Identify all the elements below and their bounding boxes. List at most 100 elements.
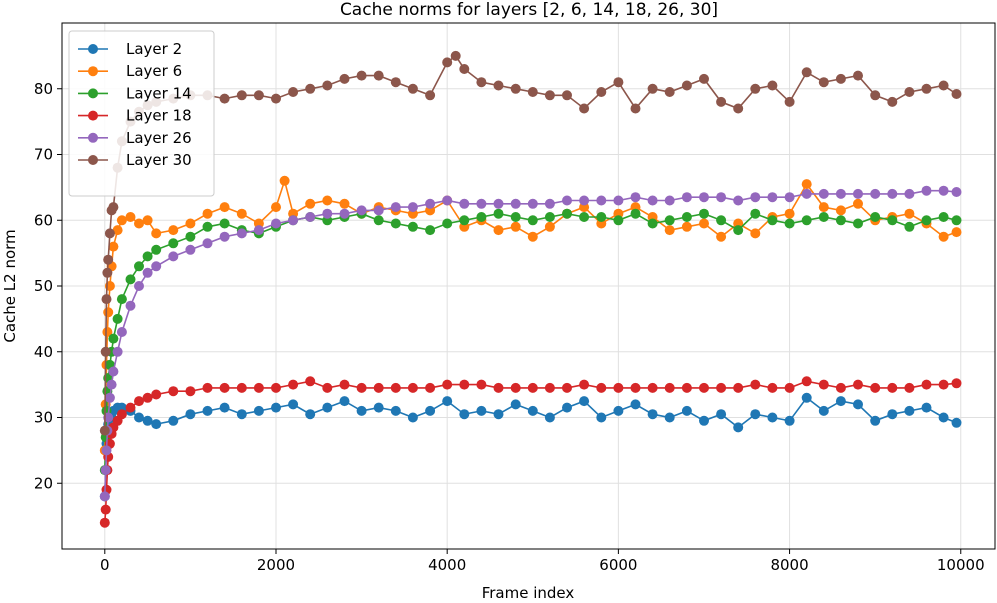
data-point-layer-18: [305, 376, 316, 387]
data-point-layer-6: [681, 221, 692, 232]
series-layer-18: [99, 376, 962, 528]
data-point-layer-2: [938, 412, 949, 423]
data-point-layer-18: [801, 376, 812, 387]
legend-label: Layer 2: [126, 40, 182, 58]
data-point-layer-6: [544, 221, 555, 232]
data-point-layer-30: [921, 83, 932, 94]
data-point-layer-18: [373, 382, 384, 393]
data-point-layer-26: [853, 188, 863, 199]
data-point-layer-26: [108, 366, 119, 377]
legend-item-layer-6: Layer 6: [78, 62, 182, 80]
data-point-layer-26: [425, 198, 436, 209]
data-point-layer-2: [356, 405, 367, 416]
data-point-layer-30: [104, 228, 115, 239]
data-point-layer-26: [236, 228, 247, 239]
data-point-layer-30: [527, 87, 538, 97]
data-point-layer-2: [921, 402, 932, 413]
data-point-layer-14: [887, 215, 898, 226]
data-point-layer-6: [279, 175, 290, 186]
data-point-layer-30: [579, 103, 590, 114]
data-point-layer-30: [102, 267, 113, 278]
data-point-layer-2: [271, 402, 281, 413]
legend-item-layer-30: Layer 30: [78, 151, 192, 169]
data-point-layer-6: [938, 231, 949, 242]
data-point-layer-26: [716, 192, 727, 203]
data-point-layer-18: [322, 382, 333, 393]
data-point-layer-26: [544, 198, 555, 209]
data-point-layer-14: [784, 218, 795, 229]
data-point-layer-18: [544, 382, 555, 393]
data-point-layer-18: [887, 382, 898, 393]
data-point-layer-2: [750, 409, 761, 420]
y-tick-label: 70: [34, 146, 53, 164]
data-point-layer-26: [818, 188, 829, 199]
data-point-layer-14: [938, 212, 949, 222]
data-point-layer-26: [106, 379, 117, 390]
data-point-layer-30: [801, 67, 812, 78]
data-point-layer-6: [219, 202, 230, 213]
data-point-layer-26: [125, 300, 136, 311]
data-point-layer-14: [510, 212, 521, 222]
data-point-layer-2: [151, 419, 162, 430]
data-point-layer-6: [322, 195, 333, 206]
data-point-layer-2: [716, 409, 727, 420]
data-point-layer-18: [116, 409, 127, 420]
data-point-layer-6: [951, 227, 962, 238]
data-point-layer-30: [390, 77, 401, 88]
data-point-layer-30: [870, 90, 881, 101]
data-point-layer-14: [750, 208, 761, 219]
data-point-layer-2: [801, 392, 812, 403]
data-point-layer-14: [168, 238, 179, 249]
legend-marker: [88, 155, 98, 165]
data-point-layer-30: [951, 89, 962, 99]
data-point-layer-6: [784, 208, 795, 219]
data-point-layer-18: [459, 379, 470, 390]
data-point-layer-30: [544, 90, 555, 101]
legend-box: [68, 30, 215, 197]
data-point-layer-6: [305, 198, 316, 209]
data-point-layer-14: [904, 221, 915, 232]
data-point-layer-2: [562, 402, 572, 413]
data-point-layer-26: [938, 185, 949, 196]
data-point-layer-2: [493, 409, 504, 420]
data-point-layer-26: [390, 202, 401, 213]
data-point-layer-18: [339, 379, 350, 390]
x-tick-label: 8000: [770, 556, 808, 574]
data-point-layer-14: [630, 208, 641, 219]
data-point-layer-18: [202, 382, 213, 393]
data-point-layer-6: [102, 327, 113, 337]
data-point-layer-14: [185, 231, 196, 242]
data-point-layer-26: [887, 188, 898, 199]
data-point-layer-26: [185, 244, 196, 255]
data-point-layer-18: [134, 396, 144, 407]
data-point-layer-6: [116, 215, 127, 226]
data-point-layer-6: [699, 218, 709, 229]
data-point-layer-6: [142, 215, 153, 226]
data-point-layer-18: [784, 382, 795, 393]
data-point-layer-30: [699, 73, 709, 84]
data-point-layer-30: [322, 80, 333, 91]
data-point-layer-18: [168, 386, 179, 397]
data-point-layer-26: [733, 195, 744, 206]
data-point-layer-2: [544, 412, 555, 423]
data-point-layer-26: [630, 192, 641, 203]
data-point-layer-26: [100, 465, 111, 476]
legend: Layer 2 Layer 6 Layer 14 Layer 18 Layer 26 La…: [68, 30, 215, 197]
y-tick-label: 30: [34, 409, 53, 427]
data-point-layer-18: [442, 379, 453, 390]
data-point-layer-14: [664, 215, 675, 226]
legend-marker: [88, 110, 98, 121]
data-point-layer-14: [202, 221, 213, 232]
legend-marker: [88, 132, 98, 143]
data-point-layer-2: [664, 412, 675, 423]
data-point-layer-26: [510, 198, 521, 209]
data-point-layer-6: [151, 228, 162, 239]
data-point-layer-18: [835, 382, 846, 393]
data-point-layer-14: [733, 225, 744, 236]
data-point-layer-18: [647, 382, 658, 393]
data-point-layer-26: [750, 192, 761, 203]
data-point-layer-18: [407, 382, 418, 393]
data-point-layer-2: [236, 409, 247, 420]
data-point-layer-14: [681, 212, 692, 222]
